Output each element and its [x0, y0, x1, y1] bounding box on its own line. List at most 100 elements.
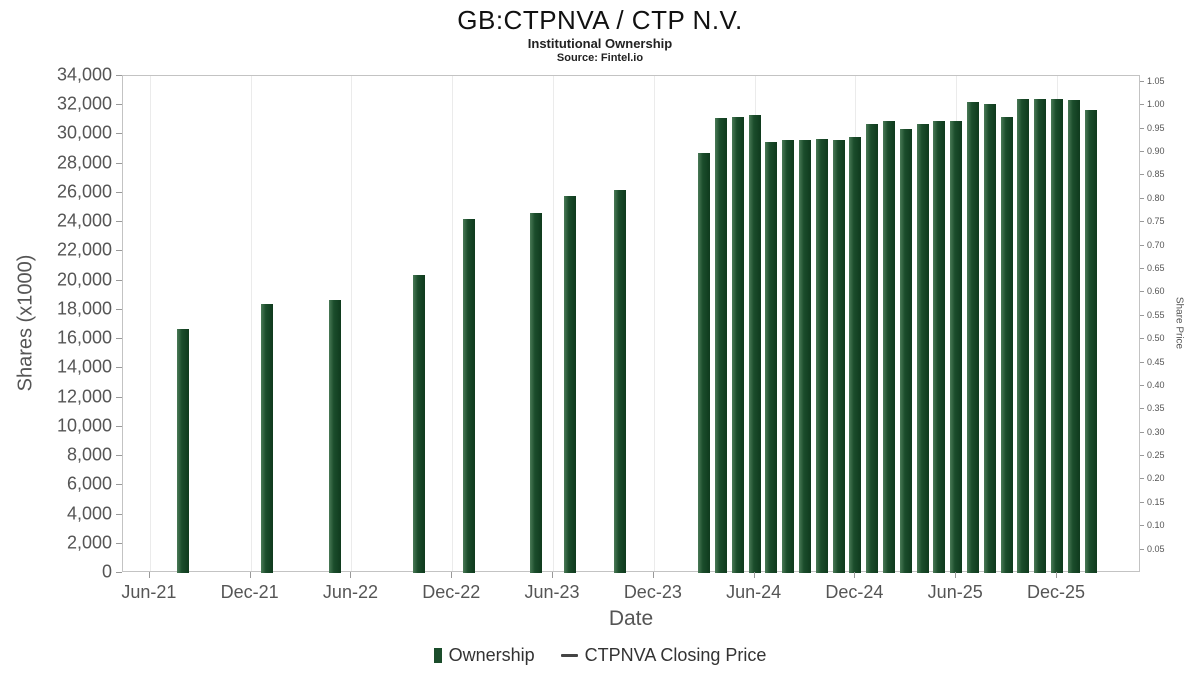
- y-axis-tick-right: [1140, 244, 1144, 246]
- ownership-bar[interactable]: [933, 120, 946, 573]
- y-axis-tick-right: [1140, 80, 1144, 82]
- ownership-bar[interactable]: [463, 219, 476, 573]
- ownership-bar[interactable]: [883, 120, 896, 573]
- vertical-gridline: [250, 76, 252, 571]
- y-axis-tick-right: [1140, 291, 1144, 293]
- x-axis-tick: [148, 572, 150, 578]
- y-axis-tick-label-right: 0.55: [1147, 309, 1165, 320]
- legend: Ownership CTPNVA Closing Price: [0, 645, 1200, 666]
- ownership-bar[interactable]: [731, 116, 744, 573]
- ownership-bar[interactable]: [849, 136, 862, 573]
- ownership-bar[interactable]: [261, 304, 274, 573]
- y-axis-tick-right: [1140, 431, 1144, 433]
- price-line-swatch-icon: [560, 654, 578, 657]
- ownership-bar[interactable]: [530, 213, 543, 573]
- x-axis-tick-label: Dec-21: [220, 582, 279, 602]
- x-axis-tick: [350, 572, 352, 578]
- ownership-bar[interactable]: [412, 274, 425, 573]
- ownership-bar[interactable]: [782, 140, 795, 573]
- ownership-bar[interactable]: [899, 128, 912, 573]
- y-axis-tick-left: [116, 279, 122, 281]
- ownership-bar[interactable]: [815, 138, 828, 573]
- ownership-bar[interactable]: [1084, 109, 1097, 573]
- y-axis-tick-right: [1140, 384, 1144, 386]
- y-axis-tick-left: [116, 75, 122, 76]
- ownership-bar[interactable]: [983, 103, 996, 573]
- y-axis-tick-right: [1140, 221, 1144, 223]
- legend-label-ownership: Ownership: [448, 645, 535, 665]
- x-axis-tick-label: Jun-24: [726, 582, 782, 602]
- y-axis-tick-label-right: 1.00: [1147, 99, 1165, 110]
- y-axis-tick-label-left: 22,000: [56, 239, 112, 260]
- ownership-bar[interactable]: [866, 123, 879, 573]
- ownership-bar[interactable]: [950, 120, 963, 573]
- ownership-bar[interactable]: [1017, 98, 1030, 573]
- y-axis-tick-label-right: 0.05: [1147, 543, 1165, 554]
- y-axis-tick-left: [116, 367, 122, 369]
- y-axis-tick-left: [116, 133, 122, 135]
- y-axis-tick-label-right: 0.40: [1147, 379, 1165, 390]
- y-axis-tick-right: [1140, 408, 1144, 410]
- x-axis-tick-label: Jun-23: [524, 582, 580, 602]
- y-axis-tick-right: [1140, 338, 1144, 340]
- y-axis-tick-label-right: 0.20: [1147, 473, 1165, 484]
- legend-item-ownership[interactable]: Ownership: [433, 645, 535, 666]
- y-axis-tick-left: [116, 455, 122, 457]
- x-axis-tick: [854, 572, 856, 578]
- ownership-bar[interactable]: [1067, 100, 1080, 573]
- y-axis-tick-left: [116, 191, 122, 193]
- y-axis-tick-right: [1140, 197, 1144, 199]
- ownership-bar[interactable]: [698, 153, 711, 573]
- y-axis-title-right: Share Price: [1173, 296, 1185, 350]
- ownership-bar-swatch-icon: [433, 648, 442, 663]
- ownership-bar[interactable]: [748, 114, 761, 573]
- y-axis-tick-right: [1140, 151, 1144, 152]
- ownership-bar[interactable]: [177, 328, 190, 573]
- y-axis-tick-right: [1140, 548, 1144, 550]
- ownership-bar[interactable]: [765, 141, 778, 573]
- ownership-bar[interactable]: [563, 195, 576, 573]
- y-axis-tick-label-right: 0.10: [1147, 520, 1165, 531]
- ownership-bar[interactable]: [832, 140, 845, 573]
- y-axis-tick-label-right: 0.85: [1147, 169, 1165, 180]
- y-axis-tick-right: [1140, 314, 1144, 316]
- y-axis-tick-left: [116, 104, 122, 106]
- ownership-bar[interactable]: [328, 299, 341, 573]
- x-axis-title: Date: [608, 607, 654, 630]
- y-axis-tick-right: [1140, 127, 1144, 129]
- y-axis-tick-left: [116, 572, 122, 573]
- y-axis-tick-label-right: 0.60: [1147, 286, 1165, 297]
- ownership-bar[interactable]: [967, 102, 979, 573]
- ownership-bar[interactable]: [799, 139, 812, 573]
- y-axis-tick-left: [116, 542, 122, 544]
- y-axis-tick-label-right: 0.15: [1147, 496, 1165, 507]
- y-axis-tick-label-left: 24,000: [56, 210, 112, 231]
- ownership-bar[interactable]: [715, 118, 728, 573]
- ownership-bar[interactable]: [916, 123, 929, 573]
- plot-area: [122, 75, 1140, 573]
- x-axis-tick-label: Dec-22: [422, 582, 481, 602]
- y-axis-tick-right: [1140, 104, 1144, 106]
- x-axis-tick-label: Dec-25: [1026, 582, 1086, 602]
- y-axis-tick-label-left: 10,000: [56, 415, 112, 436]
- ownership-bar[interactable]: [1000, 116, 1013, 573]
- legend-label-closing-price: CTPNVA Closing Price: [584, 645, 767, 665]
- y-axis-tick-right: [1140, 525, 1144, 527]
- legend-item-closing-price[interactable]: CTPNVA Closing Price: [560, 645, 767, 666]
- y-axis-tick-label-right: 0.30: [1147, 426, 1165, 437]
- x-axis-tick: [451, 572, 453, 578]
- y-axis-tick-label-right: 0.50: [1147, 333, 1165, 344]
- x-axis-tick: [1056, 572, 1057, 578]
- x-axis-tick: [552, 572, 554, 578]
- y-axis-tick-left: [116, 484, 122, 486]
- ownership-bar[interactable]: [1034, 99, 1047, 573]
- y-axis-tick-right: [1140, 361, 1144, 363]
- y-axis-tick-label-right: 0.45: [1147, 356, 1165, 367]
- ownership-bar[interactable]: [1051, 99, 1063, 573]
- y-axis-tick-left: [116, 221, 122, 223]
- y-axis-tick-right: [1140, 501, 1144, 503]
- x-axis-tick: [652, 572, 654, 578]
- y-axis-tick-label-left: 8,000: [66, 444, 112, 465]
- ownership-bar[interactable]: [614, 190, 627, 573]
- x-axis-tick: [249, 572, 251, 578]
